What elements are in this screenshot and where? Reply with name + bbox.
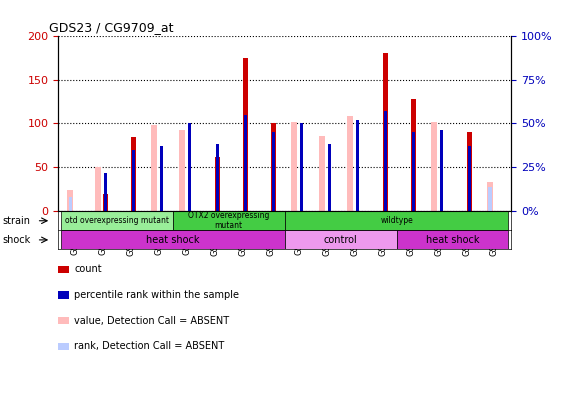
Bar (103, 194, 108, 211)
Text: control: control (324, 235, 357, 245)
Bar (67, 190, 73, 211)
Text: count: count (74, 264, 102, 274)
Bar (467, 132, 472, 211)
Bar (440, 130, 443, 211)
Text: OTX2 overexpressing
mutant: OTX2 overexpressing mutant (188, 211, 270, 230)
Bar (104, 173, 107, 211)
Text: rank, Detection Call = ABSENT: rank, Detection Call = ABSENT (74, 341, 225, 352)
Bar (291, 122, 297, 211)
Bar (285, 230, 397, 249)
Bar (216, 145, 219, 211)
Bar (61, 230, 285, 249)
Bar (173, 211, 285, 230)
Text: shock: shock (3, 235, 31, 245)
Bar (347, 116, 353, 211)
Bar (271, 124, 276, 211)
Bar (95, 167, 102, 211)
Bar (160, 146, 163, 211)
Text: percentile rank within the sample: percentile rank within the sample (74, 290, 239, 300)
Bar (131, 137, 136, 211)
Bar (300, 124, 303, 211)
Bar (468, 146, 471, 211)
Bar (411, 99, 416, 211)
Bar (431, 122, 437, 211)
Bar (285, 211, 508, 230)
Bar (215, 157, 220, 211)
Bar (412, 132, 415, 211)
Bar (384, 111, 387, 211)
Bar (132, 150, 135, 211)
Bar (383, 53, 388, 211)
Bar (488, 187, 492, 211)
Bar (397, 230, 508, 249)
Bar (151, 125, 157, 211)
Bar (319, 136, 325, 211)
Bar (487, 182, 493, 211)
Bar (244, 114, 247, 211)
Text: GDS23 / CG9709_at: GDS23 / CG9709_at (49, 21, 174, 34)
Bar (328, 145, 331, 211)
Bar (69, 197, 72, 211)
Bar (179, 129, 185, 211)
Text: otd overexpressing mutant: otd overexpressing mutant (65, 216, 169, 225)
Text: value, Detection Call = ABSENT: value, Detection Call = ABSENT (74, 316, 229, 326)
Bar (188, 124, 191, 211)
Text: wildtype: wildtype (380, 216, 413, 225)
Bar (61, 211, 173, 230)
Bar (356, 120, 359, 211)
Bar (243, 57, 248, 211)
Text: strain: strain (3, 216, 31, 226)
Text: heat shock: heat shock (426, 235, 479, 245)
Text: heat shock: heat shock (146, 235, 199, 245)
Bar (272, 132, 275, 211)
